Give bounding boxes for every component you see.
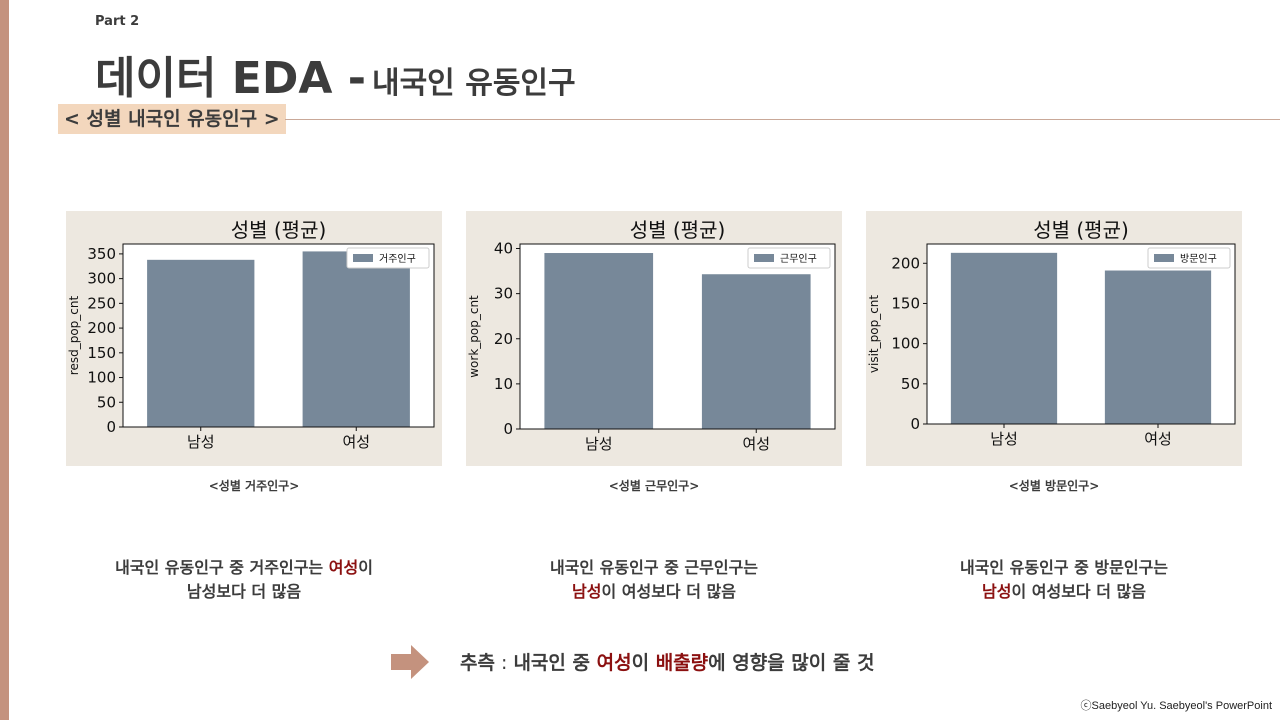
page-title-main: 데이터 EDA -: [95, 53, 366, 104]
page-title-sub: 내국인 유동인구: [371, 66, 576, 101]
y-tick-label: 0: [910, 415, 920, 433]
desc-highlight: 남성: [982, 582, 1012, 601]
legend-swatch: [754, 254, 774, 262]
conclusion-separator: :: [494, 652, 514, 674]
page-title: 데이터 EDA - 내국인 유동인구: [95, 42, 576, 106]
chart-work: 성별 (평균) 남성 여성 0 10 20 30 40 work_pop_cnt 근무인구: [467, 218, 836, 453]
conclusion-text: 이: [631, 652, 656, 674]
arrow-right-icon: [391, 645, 429, 679]
desc-highlight: 남성: [572, 582, 602, 601]
y-tick-label: 0: [106, 418, 116, 436]
chart-residence: 성별 (평균) 남성 여성 0 50 100 150 200 250 300 350 resd_pop…: [67, 218, 435, 451]
legend-label: 방문인구: [1180, 253, 1217, 265]
bar: [950, 252, 1058, 424]
y-tick-label: 150: [87, 344, 116, 362]
plot-frame: [519, 243, 836, 430]
legend-label: 거주인구: [379, 253, 416, 265]
bar: [147, 259, 255, 427]
y-tick-label: 300: [87, 270, 116, 288]
y-tick-label: 40: [494, 240, 513, 258]
desc-highlight: 여성: [328, 558, 359, 577]
description-residence: 내국인 유동인구 중 거주인구는 여성이 남성보다 더 많음: [56, 556, 432, 604]
chart-panel-work: 성별 (평균) 남성 여성 0 10 20 30 40 work_pop_cnt 근무인구: [466, 211, 842, 466]
chart-title: 성별 (평균): [231, 218, 327, 242]
y-tick-label: 10: [494, 375, 513, 393]
left-accent-bar: [0, 0, 9, 720]
desc-text: 이 여성보다 더 많음: [1011, 582, 1146, 601]
conclusion: 추측 : 내국인 중 여성이 배출량에 영향을 많이 줄 것: [460, 648, 874, 675]
y-tick-label: 200: [87, 319, 116, 337]
legend-box: [1147, 247, 1231, 269]
caption-work: <성별 근무인구>: [608, 479, 700, 493]
bar: [1104, 270, 1212, 424]
legend-box: [747, 247, 831, 269]
y-tick-label: 250: [87, 294, 116, 312]
chart-title: 성별 (평균): [1033, 218, 1129, 242]
x-tick-label: 남성: [585, 435, 613, 453]
y-axis-label: visit_pop_cnt: [867, 295, 881, 374]
conclusion-text: 내국인 중: [513, 652, 597, 674]
caption-residence: <성별 거주인구>: [208, 479, 300, 493]
legend-label: 근무인구: [780, 253, 817, 265]
y-tick-label: 50: [901, 375, 920, 393]
y-tick-label: 100: [891, 335, 920, 353]
section-tag: < 성별 내국인 유동인구 >: [58, 104, 286, 134]
desc-text: 이 여성보다 더 많음: [601, 582, 736, 601]
x-tick-label: 여성: [742, 435, 770, 453]
x-tick-label: 여성: [1144, 430, 1172, 448]
conclusion-highlight: 여성: [596, 652, 632, 674]
desc-text: 내국인 유동인구 중 거주인구는: [115, 558, 329, 577]
legend-swatch: [1154, 254, 1174, 262]
description-visit: 내국인 유동인구 중 방문인구는 남성이 여성보다 더 많음: [876, 556, 1252, 604]
conclusion-highlight: 배출량: [655, 652, 709, 674]
y-tick-label: 350: [87, 245, 116, 263]
copyright: ⓒSaebyeol Yu. Saebyeol's PowerPoint: [1080, 700, 1272, 712]
y-tick-label: 0: [503, 420, 513, 438]
x-tick-label: 여성: [342, 433, 370, 451]
desc-text: 내국인 유동인구 중 방문인구는: [959, 558, 1169, 577]
conclusion-text: 에 영향을 많이 줄 것: [708, 652, 875, 674]
chart-visit: 성별 (평균) 남성 여성 0 50 100 150 200 visit_pop_cnt 방문인구: [867, 218, 1236, 448]
caption-visit: <성별 방문인구>: [1008, 479, 1100, 493]
y-tick-label: 150: [891, 294, 920, 312]
bar: [302, 251, 410, 427]
y-tick-label: 200: [891, 254, 920, 272]
chart-title: 성별 (평균): [630, 218, 726, 242]
description-work: 내국인 유동인구 중 근무인구는 남성이 여성보다 더 많음: [466, 556, 842, 604]
section-divider: [285, 119, 1280, 120]
legend-box: [346, 247, 430, 269]
x-tick-label: 남성: [187, 433, 215, 451]
chart-panel-visit: 성별 (평균) 남성 여성 0 50 100 150 200 visit_pop_cnt 방문인구: [866, 211, 1242, 466]
plot-frame: [926, 243, 1236, 425]
part-label: Part 2: [95, 14, 140, 29]
x-tick-label: 남성: [990, 430, 1018, 448]
legend-swatch: [353, 254, 373, 262]
y-axis-label: resd_pop_cnt: [67, 296, 81, 376]
y-tick-label: 20: [494, 330, 513, 348]
desc-text: 내국인 유동인구 중 근무인구는: [549, 558, 759, 577]
y-axis-label: work_pop_cnt: [467, 295, 481, 378]
y-tick-label: 30: [494, 285, 513, 303]
bar: [544, 253, 654, 429]
y-tick-label: 100: [87, 369, 116, 387]
y-tick-label: 50: [97, 393, 116, 411]
chart-panel-residence: 성별 (평균) 남성 여성 0 50 100 150 200 250 300 350 resd_pop…: [66, 211, 442, 466]
desc-text: 이: [358, 558, 373, 577]
conclusion-label: 추측: [460, 652, 495, 674]
bar: [701, 274, 811, 429]
plot-frame: [122, 243, 435, 428]
desc-text: 남성보다 더 많음: [186, 582, 302, 601]
